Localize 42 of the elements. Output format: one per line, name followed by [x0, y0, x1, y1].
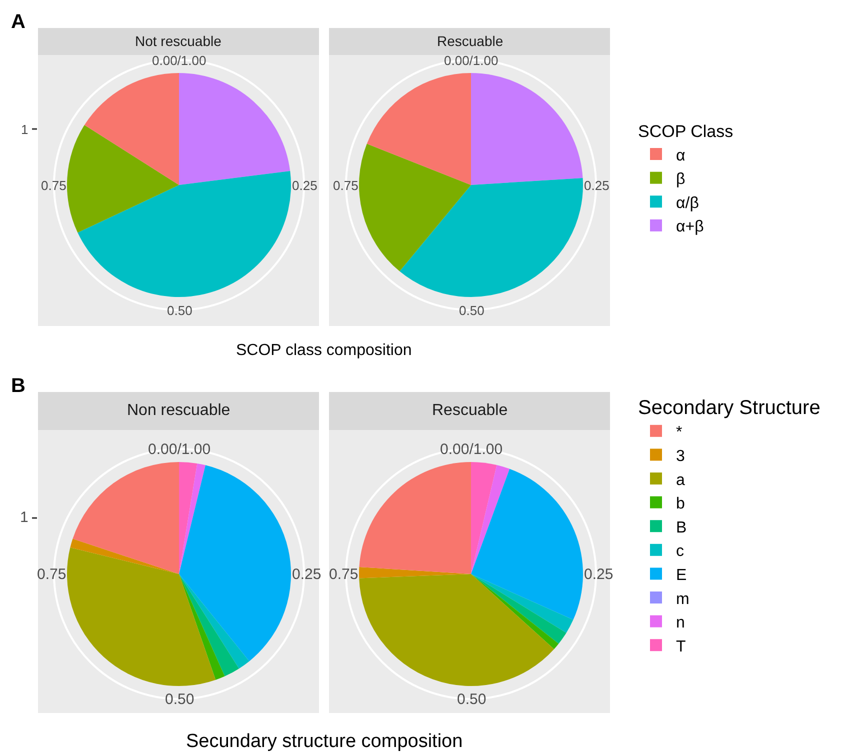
text: 0.25 [584, 566, 614, 583]
legend-title: SCOP Class [638, 122, 734, 142]
text: 1 [20, 509, 28, 526]
legend-label: T [676, 638, 686, 656]
legend-label: α+β [676, 218, 704, 236]
legend-label: 3 [676, 448, 685, 465]
text: 0.25 [292, 178, 318, 193]
legend-label: B [676, 519, 687, 536]
legend-label: m [676, 590, 690, 608]
text: SCOP class composition [236, 342, 412, 359]
slice-label: Rescuable [432, 402, 508, 419]
legend-label: c [676, 543, 684, 560]
text: 0.75 [329, 566, 358, 583]
text: 1 [21, 122, 28, 137]
slice-label: Non rescuable [127, 402, 230, 419]
legend-label: E [676, 566, 687, 584]
legend-label: α/β [676, 194, 699, 212]
text: 0.25 [292, 566, 322, 583]
text: 0.75 [333, 178, 358, 193]
text: B [11, 375, 26, 397]
legend-label: n [676, 614, 685, 632]
legend-label: a [676, 472, 685, 489]
text: 0.50 [165, 691, 194, 708]
legend-label: b [676, 496, 685, 513]
text: 0.00/1.00 [440, 441, 503, 458]
slice-label: Not rescuable [135, 33, 222, 49]
text: 0.00/1.00 [148, 441, 211, 458]
text: A [11, 11, 26, 33]
text: 0.50 [167, 303, 192, 318]
legend-label: β [676, 171, 686, 188]
text: 0.25 [584, 178, 610, 193]
text: 0.50 [459, 303, 484, 318]
text: Secundary structure composition [186, 731, 463, 752]
text: 0.75 [41, 178, 66, 193]
text: 0.50 [457, 691, 486, 708]
legend-label: α [676, 147, 686, 164]
legend-title: Secondary Structure [638, 397, 820, 419]
text: 0.00/1.00 [152, 53, 206, 68]
legend-label: * [676, 424, 682, 442]
slice-label: Rescuable [437, 33, 504, 49]
text: 0.75 [37, 566, 66, 583]
text: 0.00/1.00 [444, 53, 498, 68]
